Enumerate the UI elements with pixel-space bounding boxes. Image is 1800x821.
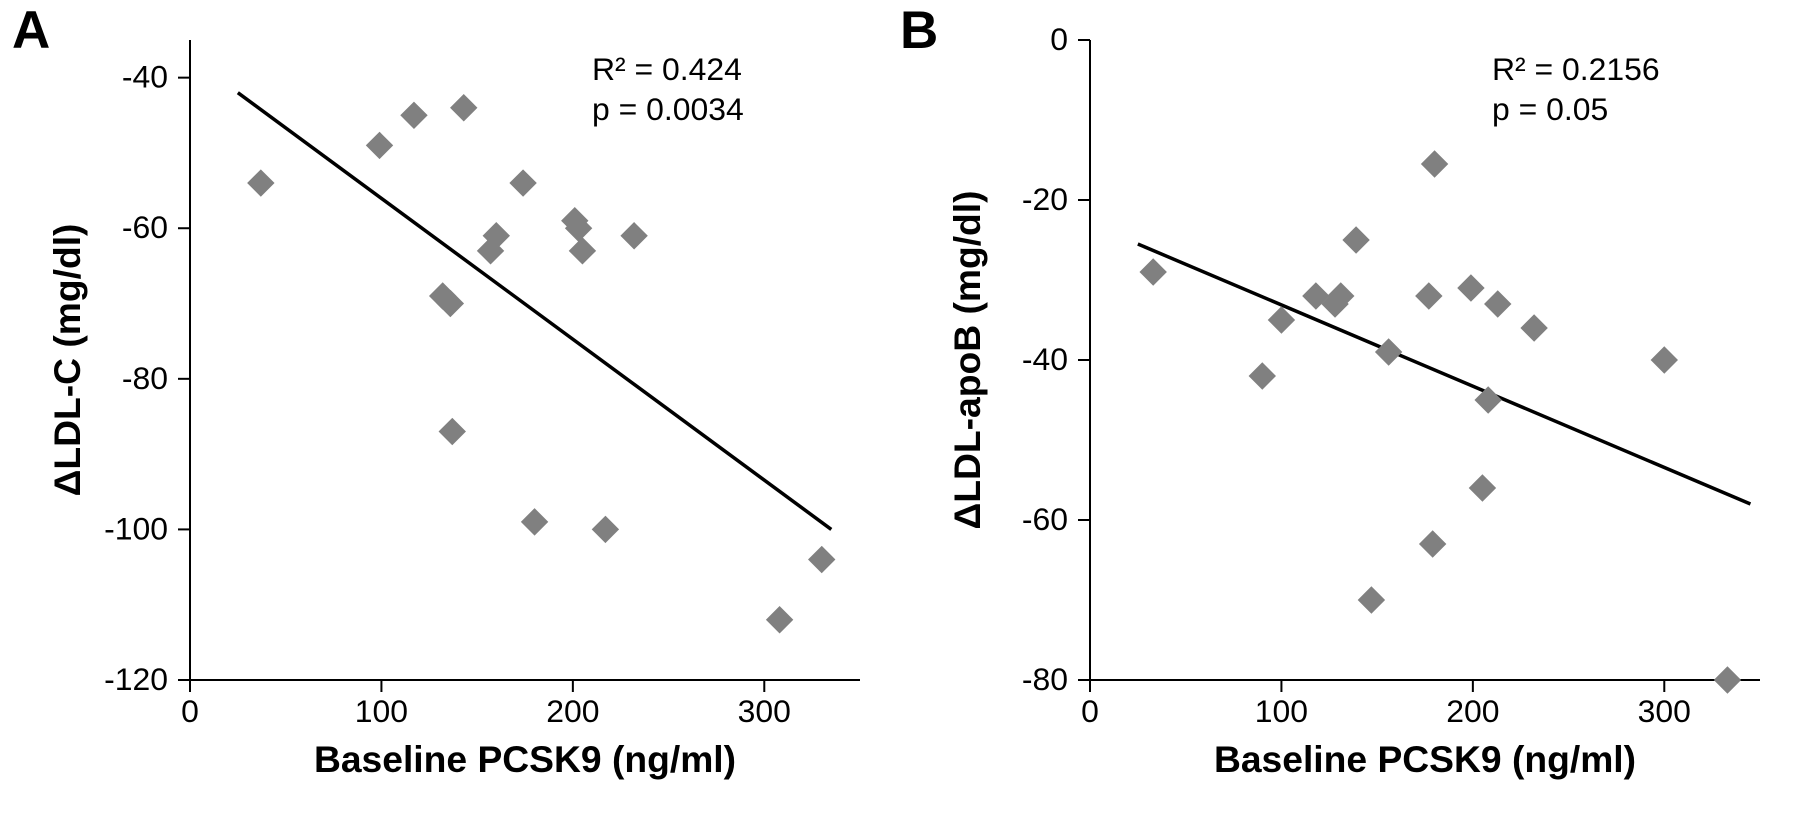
svg-text:200: 200 [1446,693,1499,729]
svg-text:ΔLDL-C (mg/dl): ΔLDL-C (mg/dl) [46,224,88,497]
svg-text:p = 0.0034: p = 0.0034 [592,91,744,127]
svg-text:0: 0 [1081,693,1099,729]
svg-text:p = 0.05: p = 0.05 [1492,91,1608,127]
svg-text:R² = 0.2156: R² = 0.2156 [1492,51,1660,87]
svg-text:ΔLDL-apoB (mg/dl): ΔLDL-apoB (mg/dl) [946,190,988,529]
panel-b-label: B [900,0,938,61]
svg-text:300: 300 [1638,693,1691,729]
panel-a-chart: 0 100 200 300 -40 -60 -80 -100 -120 Baseline PCSK… [0,0,900,821]
svg-text:-40: -40 [1022,341,1068,377]
svg-text:R² = 0.424: R² = 0.424 [592,51,742,87]
svg-text:-100: -100 [104,510,168,546]
panel-a-label: A [12,0,50,61]
svg-text:-80: -80 [122,360,168,396]
svg-text:0: 0 [1050,21,1068,57]
svg-text:Baseline PCSK9 (ng/ml): Baseline PCSK9 (ng/ml) [1214,738,1636,780]
svg-text:-60: -60 [122,209,168,245]
svg-text:200: 200 [546,693,599,729]
svg-text:-40: -40 [122,59,168,95]
panel-a: A 0 100 200 300 -40 -60 -80 -100 -120 Baseline PC… [0,0,900,821]
svg-text:-20: -20 [1022,181,1068,217]
svg-text:-60: -60 [1022,501,1068,537]
figure-container: A 0 100 200 300 -40 -60 -80 -100 -120 Baseline PC… [0,0,1800,821]
svg-text:-120: -120 [104,661,168,697]
svg-text:100: 100 [355,693,408,729]
svg-text:100: 100 [1255,693,1308,729]
svg-text:Baseline PCSK9 (ng/ml): Baseline PCSK9 (ng/ml) [314,738,736,780]
panel-b: B 0 100 200 300 0 -20 -40 -60 -80 Baseline PCSK9 … [900,0,1800,821]
panel-b-chart: 0 100 200 300 0 -20 -40 -60 -80 Baseline PCSK9 (n… [900,0,1800,821]
svg-text:300: 300 [738,693,791,729]
svg-text:-80: -80 [1022,661,1068,697]
svg-text:0: 0 [181,693,199,729]
